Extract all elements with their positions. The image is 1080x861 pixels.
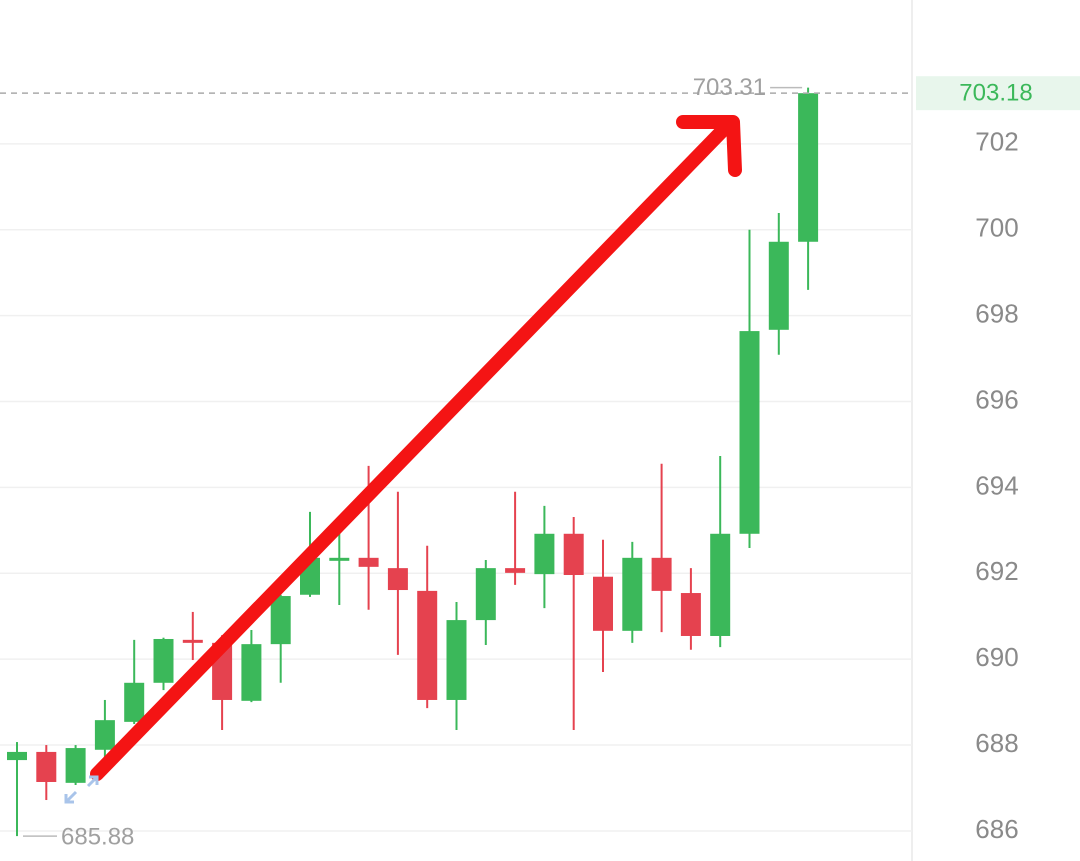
high-label: 703.31 bbox=[693, 74, 766, 101]
y-tick-label: 694 bbox=[975, 470, 1018, 500]
candle-body bbox=[739, 331, 760, 534]
candle-body bbox=[65, 748, 86, 783]
expand-icon-path bbox=[64, 775, 99, 804]
candle-body bbox=[651, 557, 672, 591]
candle-body bbox=[768, 241, 789, 330]
candle-body bbox=[36, 751, 57, 782]
low-label: 685.88 bbox=[61, 823, 134, 850]
y-tick-label: 686 bbox=[975, 814, 1018, 844]
y-tick-label: 698 bbox=[975, 299, 1018, 329]
candle-body bbox=[241, 644, 262, 701]
candles bbox=[7, 87, 819, 837]
candle-body bbox=[505, 568, 526, 573]
candle-body bbox=[94, 720, 115, 750]
y-tick-label: 690 bbox=[975, 642, 1018, 672]
candle-body bbox=[798, 93, 819, 242]
candle-body bbox=[153, 638, 174, 683]
candle-body bbox=[124, 682, 145, 722]
candle-body bbox=[417, 590, 438, 700]
last-price-box bbox=[916, 76, 1080, 111]
candle-body bbox=[710, 533, 731, 636]
expand-icon bbox=[64, 775, 99, 804]
overlay: 703.18 703.31 685.88 bbox=[0, 74, 1080, 850]
y-tick-label: 702 bbox=[975, 127, 1018, 157]
grid: 686 688 690 692 694 696 698 700 702 bbox=[0, 127, 1019, 844]
candle-body bbox=[270, 596, 291, 645]
candle-body bbox=[622, 557, 643, 631]
candle-body bbox=[534, 533, 555, 575]
trend-arrow bbox=[90, 115, 742, 781]
y-tick-label: 696 bbox=[975, 384, 1018, 414]
y-tick-label: 700 bbox=[975, 213, 1018, 243]
last-price-label: 703.18 bbox=[959, 80, 1032, 107]
y-tick-label: 692 bbox=[975, 556, 1018, 586]
candle-body bbox=[446, 620, 467, 700]
candle-body bbox=[358, 557, 379, 567]
candle-body bbox=[593, 576, 613, 631]
candle-body bbox=[563, 533, 584, 576]
arrow-head bbox=[676, 115, 742, 177]
candle-body bbox=[329, 557, 350, 561]
y-tick-label: 688 bbox=[975, 728, 1018, 758]
candle-body bbox=[7, 751, 27, 761]
candle-body bbox=[680, 593, 701, 636]
candle-body bbox=[475, 568, 496, 621]
candle-body bbox=[182, 639, 203, 643]
candle-body bbox=[387, 568, 408, 591]
arrow-shaft bbox=[90, 120, 733, 781]
